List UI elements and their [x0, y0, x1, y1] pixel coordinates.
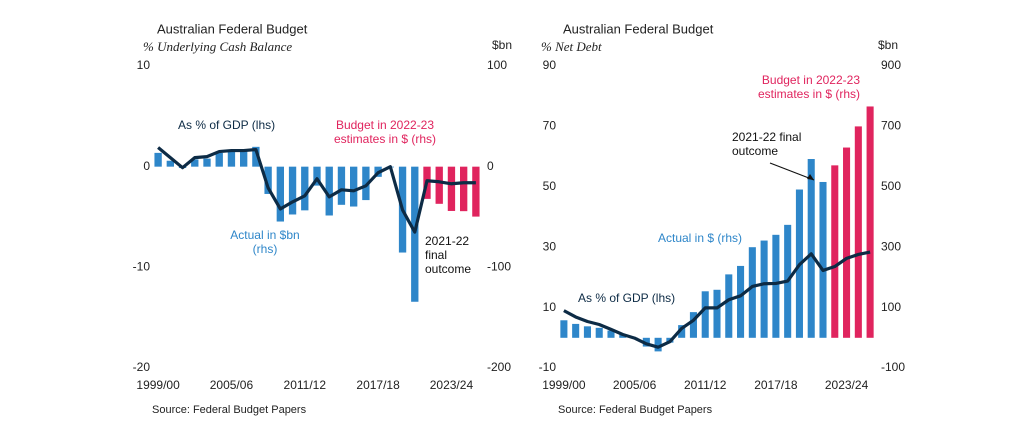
x-tick-label: 2023/24 — [825, 378, 869, 392]
y-tick-label: -10 — [133, 260, 151, 274]
y-axis-label: % Underlying Cash Balance — [143, 39, 292, 54]
x-tick-label: 2017/18 — [356, 378, 400, 392]
bar — [595, 327, 603, 338]
x-tick-label: 1999/00 — [136, 378, 180, 392]
source: Source: Federal Budget Papers — [152, 404, 307, 416]
bar — [572, 323, 580, 338]
bar — [831, 165, 839, 338]
bar — [701, 291, 709, 338]
y-tick-label: 10 — [137, 58, 151, 72]
bar — [607, 330, 615, 338]
bar — [435, 166, 443, 204]
y-tick-label: 90 — [543, 58, 557, 72]
y-tick-label: 0 — [143, 159, 150, 173]
x-tick-label: 2023/24 — [430, 378, 474, 392]
bar — [276, 166, 284, 222]
bar — [854, 126, 862, 338]
y2-tick-label: -200 — [487, 360, 511, 374]
y2-axis-label: $bn — [878, 38, 898, 52]
bar — [866, 106, 874, 338]
bar — [350, 166, 358, 207]
line — [563, 250, 871, 349]
y2-tick-label: 700 — [881, 119, 901, 133]
x-tick-label: 2005/06 — [210, 378, 254, 392]
x-tick-label: 2011/12 — [684, 378, 727, 392]
bar — [843, 147, 851, 338]
annotation: 2021-22 final outcome — [425, 234, 472, 276]
y2-axis-label: $bn — [492, 38, 512, 52]
bar — [460, 166, 468, 212]
bar — [619, 334, 627, 338]
bar — [748, 247, 756, 338]
y-tick-label: 30 — [543, 239, 557, 253]
bar — [654, 337, 662, 352]
bar — [560, 320, 568, 338]
source: Source: Federal Budget Papers — [558, 404, 713, 416]
bar — [447, 166, 456, 211]
y-tick-label: 70 — [543, 119, 557, 133]
bar — [203, 158, 211, 167]
bar — [154, 152, 162, 167]
y2-tick-label: 300 — [881, 239, 901, 253]
x-tick-label: 1999/00 — [542, 378, 586, 392]
y2-tick-label: 900 — [881, 58, 901, 72]
series-label: Actual in $bn (rhs) — [230, 228, 300, 256]
x-tick-label: 2017/18 — [754, 378, 798, 392]
x-tick-label: 2005/06 — [613, 378, 657, 392]
y-axis-label: % Net Debt — [541, 39, 602, 54]
bar — [713, 289, 721, 338]
chart-title: Australian Federal Budget — [563, 21, 714, 36]
series-label: Budget in 2022-23 estimates in $ (rhs) — [757, 73, 860, 101]
bar — [819, 181, 827, 338]
chart-title: Australian Federal Budget — [157, 21, 308, 36]
bar — [166, 160, 174, 167]
bar — [411, 166, 419, 302]
y-tick-label: 50 — [543, 179, 557, 193]
bar — [240, 149, 248, 167]
series-label: Actual in $ (rhs) — [657, 231, 743, 245]
bar — [325, 166, 333, 216]
series-label: As % of GDP (lhs) — [178, 118, 276, 132]
bar — [288, 166, 297, 215]
y-tick-label: -10 — [539, 360, 557, 374]
series-label: Budget in 2022-23 estimates in $ (rhs) — [333, 118, 437, 146]
y2-tick-label: -100 — [487, 260, 511, 274]
bar — [807, 159, 815, 338]
bar — [583, 326, 591, 338]
bar — [737, 265, 745, 338]
bar — [689, 312, 697, 338]
line — [157, 146, 476, 234]
x-tick-label: 2011/12 — [284, 378, 327, 392]
bar — [760, 240, 768, 338]
bar — [191, 159, 199, 167]
bar — [362, 166, 370, 201]
bar — [678, 325, 686, 338]
series-label: As % of GDP (lhs) — [578, 291, 676, 305]
y2-tick-label: 0 — [487, 159, 494, 173]
y2-tick-label: 100 — [487, 58, 507, 72]
y-tick-label: 10 — [543, 300, 557, 314]
arrow — [769, 162, 815, 181]
arrow-head — [807, 174, 814, 180]
bar — [472, 166, 480, 217]
bar — [264, 166, 272, 194]
bar — [301, 166, 309, 211]
annotation: 2021-22 final outcome — [732, 130, 802, 158]
bar — [313, 166, 321, 186]
bar — [725, 274, 733, 338]
bar — [252, 146, 260, 167]
bar — [337, 166, 346, 205]
bar — [772, 234, 780, 338]
bar — [215, 152, 223, 167]
y-tick-label: -20 — [133, 360, 151, 374]
bar — [227, 150, 236, 167]
y2-tick-label: -100 — [881, 360, 905, 374]
y2-tick-label: 100 — [881, 300, 901, 314]
y2-tick-label: 500 — [881, 179, 901, 193]
